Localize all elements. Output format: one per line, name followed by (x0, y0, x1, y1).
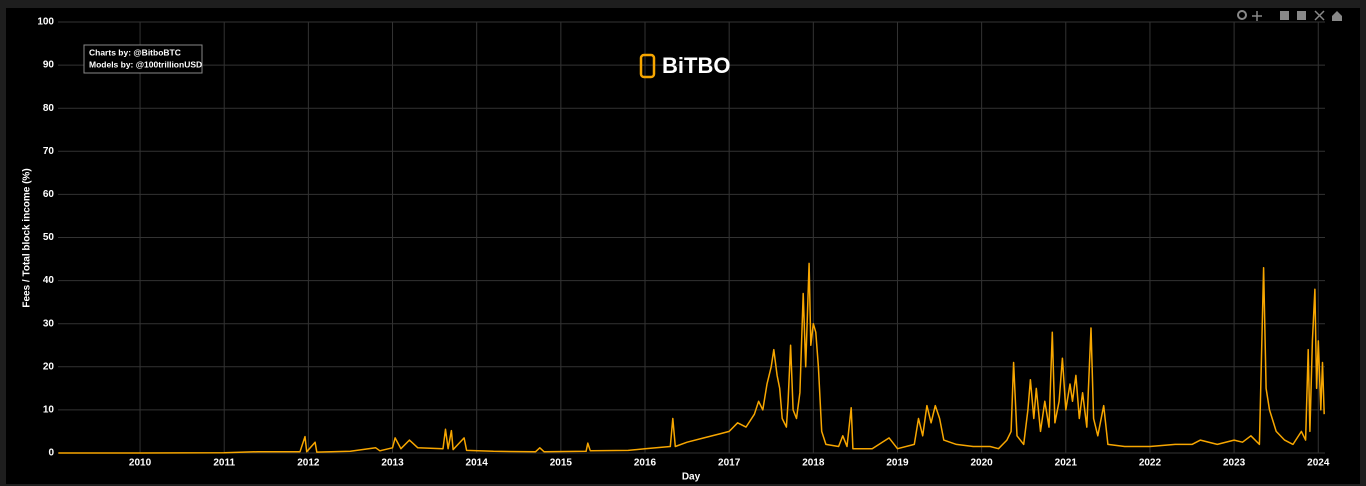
x-tick-label: 2011 (213, 458, 235, 469)
x-tick-label: 2014 (466, 458, 489, 469)
y-tick-label: 10 (43, 405, 55, 416)
plot-background (6, 8, 1360, 484)
y-tick-label: 90 (43, 60, 55, 71)
y-tick-label: 60 (43, 189, 55, 200)
annotation: Charts by: @BitboBTC (89, 47, 181, 57)
y-tick-label: 100 (37, 17, 54, 28)
y-tick-label: 30 (43, 318, 55, 329)
home-icon[interactable] (1332, 11, 1342, 21)
x-tick-label: 2013 (381, 458, 404, 469)
x-tick-label: 2022 (1139, 458, 1162, 469)
x-tick-label: 2017 (718, 458, 741, 469)
x-tick-label: 2016 (634, 458, 657, 469)
zoom-icon[interactable] (1237, 10, 1247, 20)
y-tick-label: 0 (48, 448, 54, 459)
zoom-out-icon[interactable] (1297, 11, 1306, 20)
autoscale-icon[interactable] (1314, 10, 1325, 21)
pan-icon[interactable] (1252, 11, 1262, 21)
y-tick-label: 80 (43, 103, 55, 114)
x-tick-label: 2015 (550, 458, 573, 469)
x-tick-label: 2020 (971, 458, 994, 469)
annotation-box (83, 44, 203, 74)
data-line (58, 262, 1325, 454)
x-tick-label: 2023 (1223, 458, 1246, 469)
zoom-in-icon[interactable] (1280, 11, 1289, 20)
x-axis-label: Day (682, 472, 701, 483)
x-tick-label: 2021 (1055, 458, 1078, 469)
logo-text: BiTBO (662, 53, 730, 78)
y-tick-label: 20 (43, 361, 55, 372)
annotation: Models by: @100trillionUSD (89, 59, 202, 69)
x-tick-label: 2024 (1307, 458, 1330, 469)
x-tick-label: 2018 (802, 458, 825, 469)
x-tick-label: 2012 (297, 458, 320, 469)
y-tick-label: 40 (43, 275, 55, 286)
logo-icon (639, 53, 656, 79)
y-tick-label: 50 (43, 232, 55, 243)
x-tick-label: 2010 (129, 458, 152, 469)
y-axis-label: Fees / Total block income (%) (22, 168, 33, 307)
toolbar (1237, 10, 1342, 21)
y-tick-label: 70 (43, 146, 55, 157)
logo: BiTBO (639, 53, 730, 79)
x-tick-label: 2019 (886, 458, 909, 469)
